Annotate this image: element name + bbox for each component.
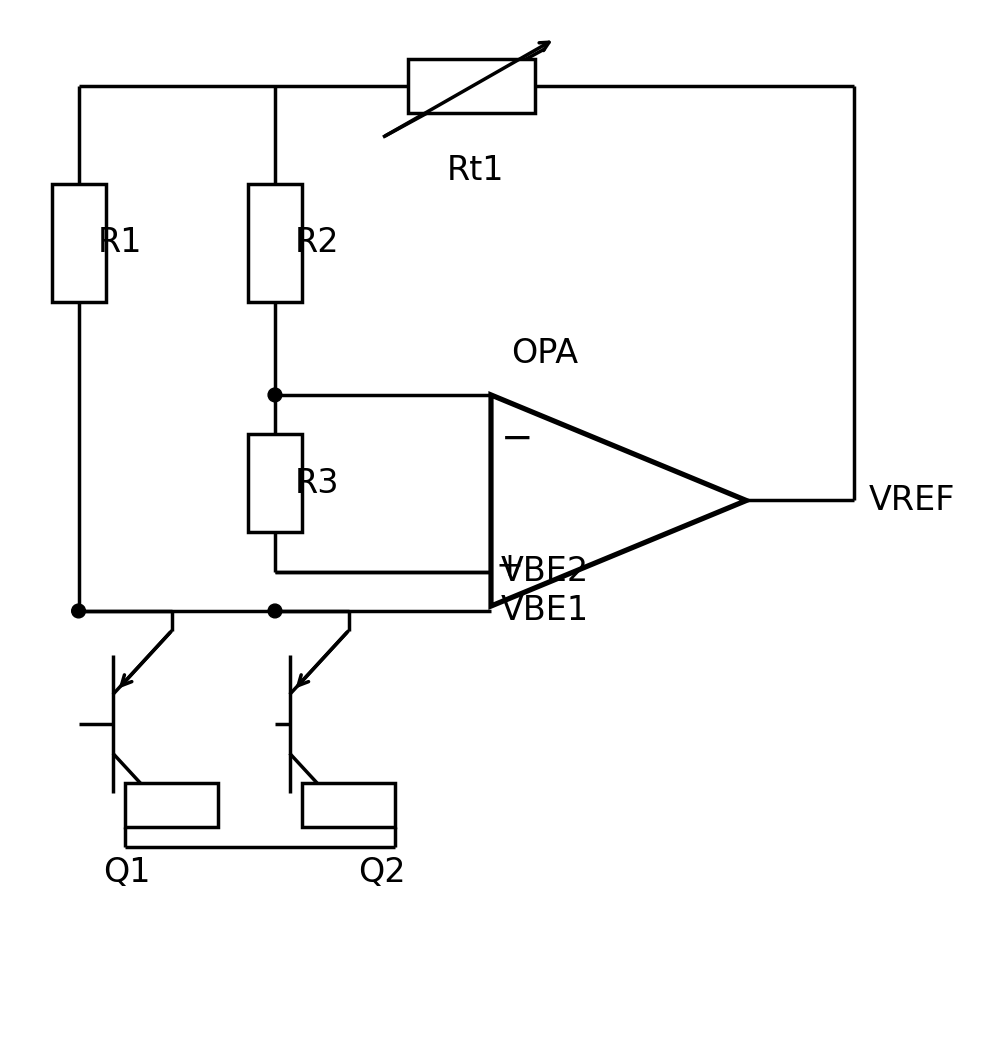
Text: −: − [501,420,533,458]
Text: Rt1: Rt1 [447,154,505,188]
Bar [247,184,302,302]
Bar [247,435,302,533]
Text: +: + [496,551,523,583]
Text: Q1: Q1 [103,857,150,889]
Text: Q2: Q2 [358,857,406,889]
Circle shape [268,605,282,618]
Bar [301,783,395,827]
Circle shape [268,388,282,402]
Text: R1: R1 [98,226,142,260]
Bar [126,783,218,827]
Text: VREF: VREF [869,484,955,517]
Text: VBE1: VBE1 [501,594,589,628]
Text: VBE2: VBE2 [501,555,589,589]
Text: OPA: OPA [511,338,577,370]
Text: R3: R3 [295,466,339,500]
Circle shape [72,605,85,618]
Text: R2: R2 [295,226,339,260]
Bar [52,184,106,302]
Bar [408,59,535,113]
